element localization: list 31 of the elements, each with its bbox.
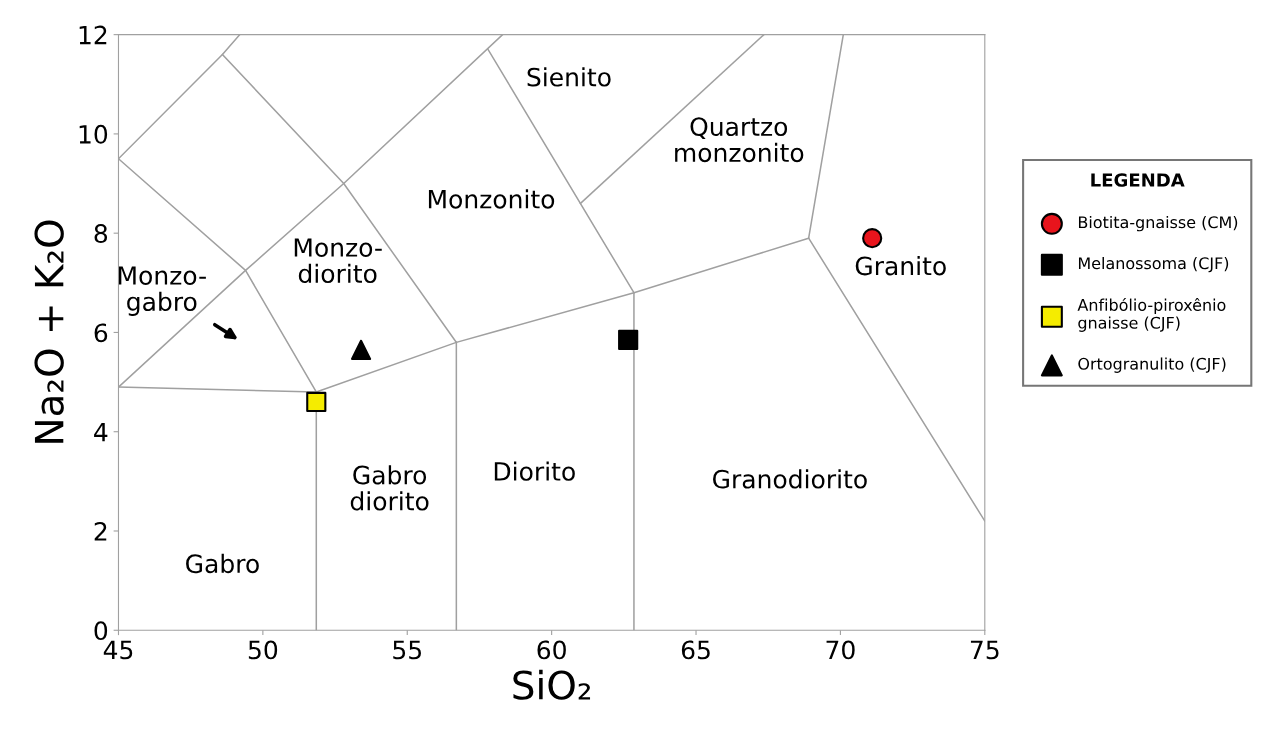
x-tick-label: 55 bbox=[393, 640, 421, 660]
legend-title: LEGENDA bbox=[1091, 173, 1185, 187]
annotation: Gabro diorito bbox=[350, 465, 429, 511]
x-tick-label: 50 bbox=[248, 640, 278, 660]
annotation: Quartzo monzonito bbox=[675, 117, 804, 163]
x-axis-title: SiO₂ bbox=[513, 669, 591, 700]
legend-label: Biotita-gnaisse (CM) bbox=[1078, 215, 1238, 232]
x-tick-label: 75 bbox=[970, 640, 999, 660]
y-tick-label: 8 bbox=[94, 224, 108, 244]
y-tick-label: 0 bbox=[94, 621, 108, 641]
y-tick-label: 6 bbox=[94, 323, 108, 343]
annotation: Monzo- gabro bbox=[118, 266, 206, 316]
y-tick-label: 10 bbox=[79, 124, 108, 144]
annotation: Monzo- diorito bbox=[294, 238, 382, 284]
legend-label: Melanossoma (CJF) bbox=[1078, 256, 1229, 273]
annotation: Granodiorito bbox=[713, 469, 867, 489]
x-tick-label: 70 bbox=[826, 640, 855, 660]
y-tick-label: 12 bbox=[79, 25, 107, 45]
annotation: Sienito bbox=[527, 67, 611, 87]
y-axis-title: Na₂O + K₂O bbox=[34, 220, 64, 443]
annotation: Gabro bbox=[186, 553, 259, 574]
y-tick-label: 2 bbox=[94, 521, 107, 541]
legend-label: Anfibólio-piroxênio gnaisse (CJF) bbox=[1077, 297, 1226, 332]
legend-label: Ortogranulito (CJF) bbox=[1078, 357, 1226, 373]
x-tick-label: 45 bbox=[103, 640, 133, 660]
x-tick-label: 60 bbox=[537, 640, 566, 660]
annotation: Monzonito bbox=[428, 189, 555, 209]
y-tick-label: 4 bbox=[94, 422, 108, 442]
x-tick-label: 65 bbox=[681, 640, 710, 660]
annotation: Diorito bbox=[494, 461, 575, 481]
annotation: Granito bbox=[855, 256, 946, 276]
